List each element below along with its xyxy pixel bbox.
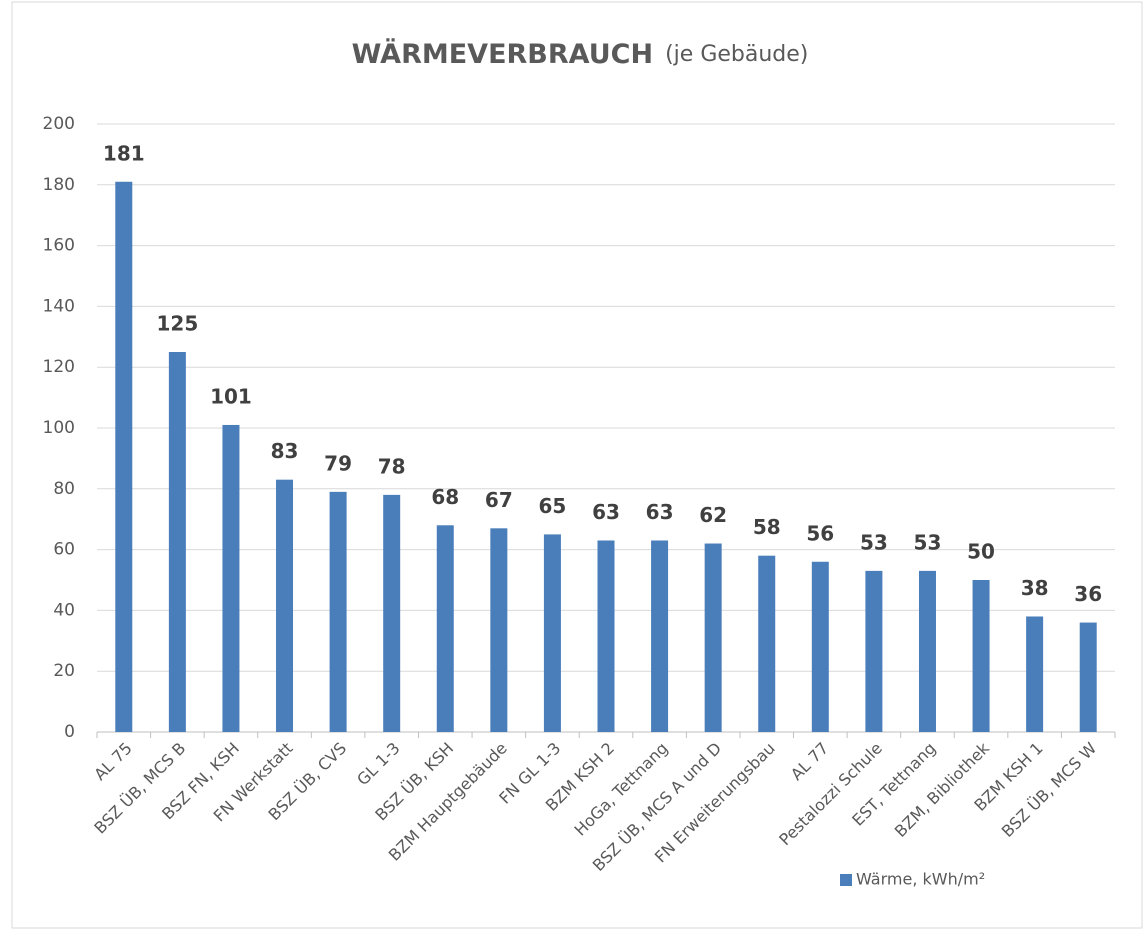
data-label: 63 [592,500,620,524]
y-tick-label: 200 [43,114,75,134]
data-label: 181 [103,141,145,165]
data-label: 79 [324,451,352,475]
data-label: 53 [914,530,942,554]
data-label: 56 [806,521,834,545]
legend-label: Wärme, kWh/m² [856,870,985,889]
y-tick-label: 120 [43,357,75,377]
chart-subtitle: (je Gebäude) [665,42,808,67]
bar [168,352,186,732]
y-tick-label: 60 [53,540,75,560]
chart-frame [11,1,1143,929]
bar [918,570,936,732]
data-label: 78 [378,454,406,478]
bar [1026,616,1044,732]
data-label: 50 [967,540,995,564]
y-tick-label: 140 [43,296,75,316]
bar [329,491,347,732]
data-label: 101 [210,384,252,408]
y-tick-label: 160 [43,236,75,256]
bar [1079,622,1097,732]
chart-title: WÄRMEVERBRAUCH [352,38,653,70]
bar [811,561,829,732]
legend-swatch [840,874,852,886]
bar [276,479,294,732]
y-tick-label: 0 [64,722,75,742]
bar [972,580,990,732]
y-tick-label: 40 [53,600,75,620]
y-tick-label: 180 [43,175,75,195]
data-label: 83 [271,439,299,463]
bar [436,525,454,732]
data-label: 58 [753,515,781,539]
data-label: 63 [646,500,674,524]
bar [383,494,401,732]
bar [704,543,722,732]
y-tick-label: 20 [53,661,75,681]
bar [222,424,240,732]
bar [490,528,508,732]
bar [758,555,776,732]
bar [597,540,615,732]
data-label: 68 [431,485,459,509]
data-label: 62 [699,503,727,527]
data-label: 125 [156,312,198,336]
bar [115,181,133,732]
data-label: 36 [1074,582,1102,606]
bar [865,570,883,732]
chart-title-line: WÄRMEVERBRAUCH (je Gebäude) [352,38,809,70]
data-label: 53 [860,530,888,554]
bar [543,534,561,732]
data-label: 38 [1021,576,1049,600]
y-tick-label: 80 [53,479,75,499]
y-tick-label: 100 [43,418,75,438]
bar [651,540,669,732]
data-label: 67 [485,488,513,512]
data-label: 65 [538,494,566,518]
